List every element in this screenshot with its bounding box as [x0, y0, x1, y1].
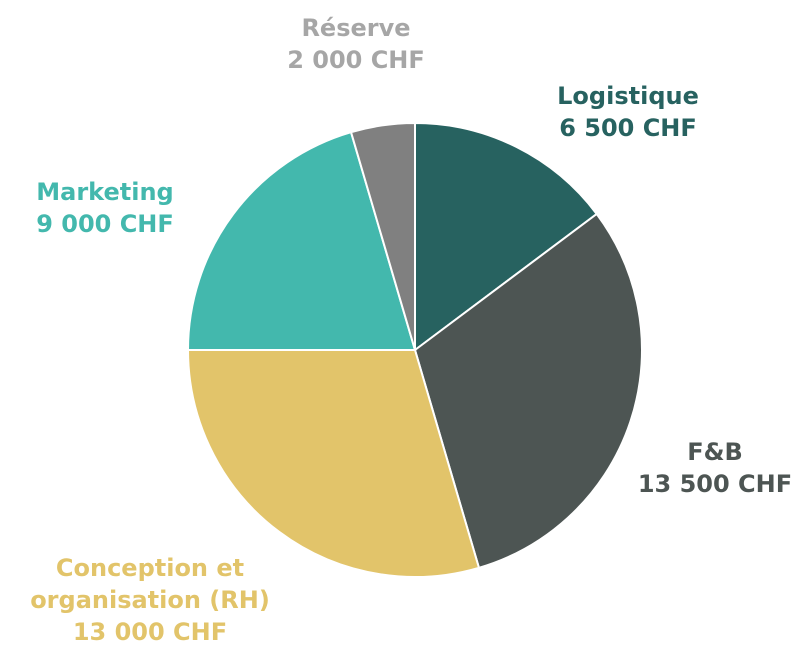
pie-slice	[414, 121, 599, 352]
value-label: 6 500 CHF	[559, 114, 697, 142]
value-label: 13 500 CHF	[637, 470, 793, 498]
slice-label: Logistique 6 500 CHF	[478, 80, 778, 144]
category-label: F&B	[687, 438, 743, 466]
category-label: Marketing	[36, 178, 174, 206]
slice-label: Réserve 2 000 CHF	[246, 12, 466, 76]
pie-slice	[186, 349, 481, 578]
pie-slice	[413, 212, 643, 570]
category-label: Logistique	[557, 82, 699, 110]
value-label: 2 000 CHF	[287, 46, 425, 74]
value-label: 13 000 CHF	[72, 618, 228, 646]
pie-slice	[349, 121, 416, 351]
slice-label: Conception et organisation (RH) 13 000 CH…	[20, 552, 280, 648]
slice-label: F&B 13 500 CHF	[615, 436, 805, 500]
pie-slice	[186, 130, 417, 351]
category-label: Réserve	[301, 14, 411, 42]
slice-label: Marketing 9 000 CHF	[0, 176, 215, 240]
category-label: Conception et organisation (RH)	[30, 554, 270, 614]
value-label: 9 000 CHF	[36, 210, 174, 238]
